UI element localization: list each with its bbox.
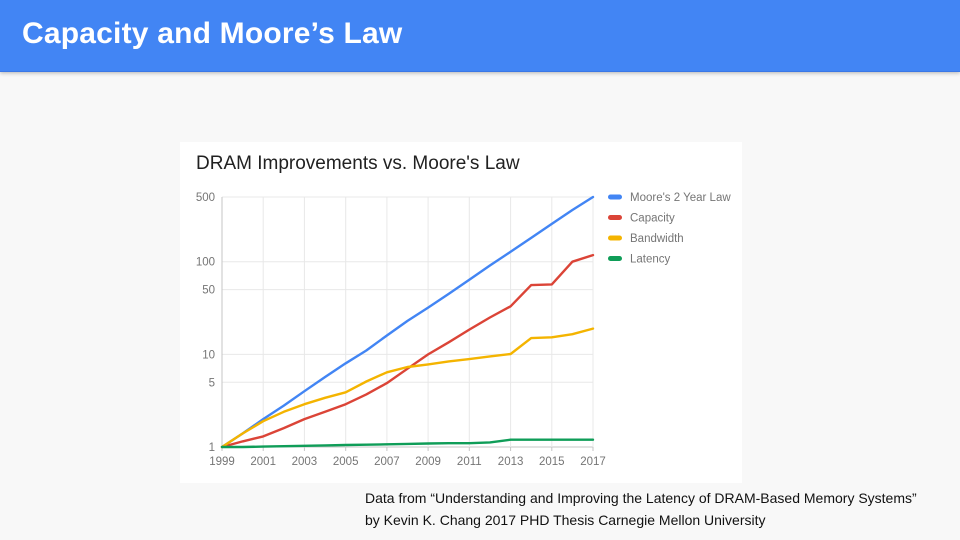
- source-caption-line2: by Kevin K. Chang 2017 PHD Thesis Carneg…: [365, 512, 766, 528]
- svg-text:2001: 2001: [250, 456, 276, 468]
- svg-text:50: 50: [202, 285, 215, 297]
- legend-label-0: Moore's 2 Year Law: [630, 192, 731, 204]
- svg-text:2007: 2007: [374, 456, 400, 468]
- svg-text:2015: 2015: [539, 456, 565, 468]
- svg-text:1999: 1999: [209, 456, 235, 468]
- chart-card: DRAM Improvements vs. Moore's Law 1 5 10 50…: [180, 142, 742, 483]
- legend-label-2: Bandwidth: [630, 233, 684, 245]
- legend-swatch-1: [608, 215, 622, 220]
- slide-header: Capacity and Moore’s Law: [0, 0, 960, 72]
- svg-text:100: 100: [196, 257, 215, 269]
- slide-title: Capacity and Moore’s Law: [22, 17, 403, 50]
- legend-label-3: Latency: [630, 254, 671, 266]
- source-caption-line1: Data from “Understanding and Improving t…: [365, 490, 917, 506]
- legend-swatch-0: [608, 194, 622, 200]
- svg-text:5: 5: [209, 377, 215, 389]
- series-line-0: [220, 195, 595, 449]
- legend-swatch-2: [608, 235, 622, 241]
- svg-text:2017: 2017: [580, 456, 606, 468]
- svg-text:1: 1: [209, 442, 215, 454]
- svg-text:500: 500: [196, 192, 215, 204]
- line-chart: 1 5 10 50 100 500 1999 2001 2003 2005 2007 2009 2011…: [196, 192, 732, 468]
- svg-text:2011: 2011: [457, 456, 482, 468]
- svg-text:2013: 2013: [498, 456, 524, 468]
- series-line-1: [220, 253, 595, 449]
- legend-swatch-3: [608, 256, 622, 261]
- source-caption: Data from “Understanding and Improving t…: [365, 487, 955, 531]
- series-line-2: [220, 327, 595, 449]
- svg-text:2003: 2003: [292, 456, 318, 468]
- series-line-3: [220, 438, 595, 449]
- svg-text:2009: 2009: [415, 456, 441, 468]
- svg-text:2005: 2005: [333, 456, 359, 468]
- chart-title: DRAM Improvements vs. Moore's Law: [196, 153, 520, 174]
- legend-label-1: Capacity: [630, 213, 675, 225]
- svg-text:10: 10: [202, 349, 215, 361]
